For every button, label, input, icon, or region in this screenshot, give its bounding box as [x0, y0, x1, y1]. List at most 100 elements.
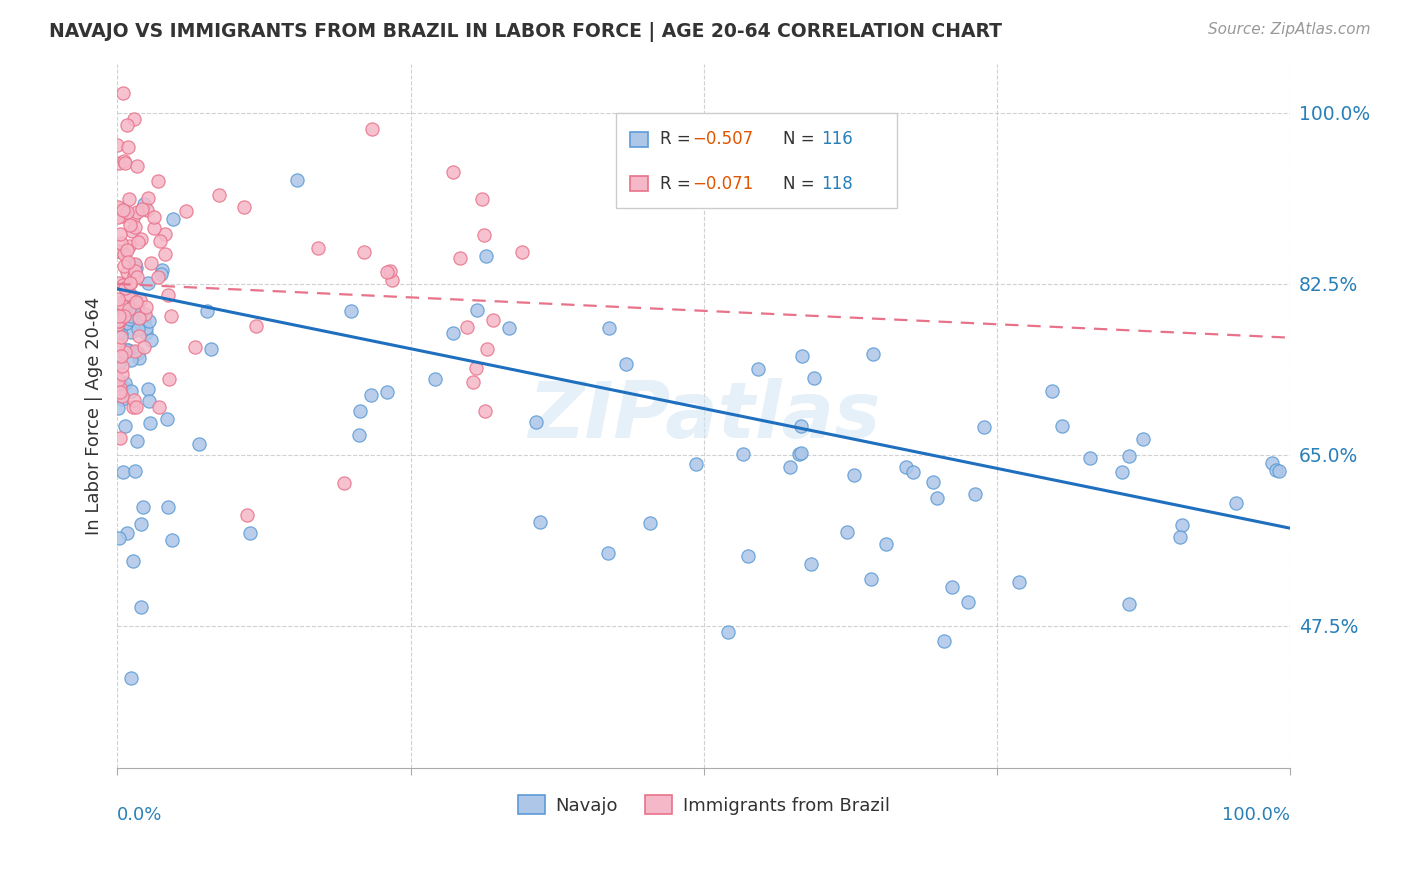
Point: [110, 299, 132, 313]
Point: [107, 337, 129, 351]
Point: [124, 291, 146, 305]
Point: [135, 300, 157, 314]
Text: −0.071: −0.071: [693, 175, 754, 193]
Point: [127, 205, 149, 219]
Point: [156, 500, 179, 515]
FancyBboxPatch shape: [630, 132, 648, 147]
Point: [118, 312, 141, 326]
Point: [120, 287, 142, 301]
Point: [353, 244, 375, 259]
Point: [803, 371, 825, 385]
Point: [1078, 450, 1101, 465]
Point: [142, 220, 165, 235]
Point: [139, 256, 162, 270]
Point: [112, 247, 135, 261]
Point: [108, 313, 131, 327]
Point: [120, 352, 142, 367]
Point: [124, 219, 146, 234]
Point: [188, 437, 211, 451]
Point: [160, 310, 183, 324]
Point: [1225, 496, 1247, 510]
Point: [108, 431, 131, 445]
Point: [837, 525, 859, 540]
Point: [1118, 449, 1140, 463]
Point: [117, 139, 139, 153]
Point: [115, 526, 138, 541]
Point: [107, 201, 129, 215]
Point: [449, 251, 471, 265]
Point: [1171, 517, 1194, 532]
Point: [737, 549, 759, 563]
Point: [461, 375, 484, 389]
Point: [156, 412, 179, 426]
Point: [925, 491, 948, 505]
Point: [122, 112, 145, 126]
Point: [114, 345, 136, 359]
Point: [107, 293, 129, 307]
Point: [132, 340, 155, 354]
Point: [465, 303, 488, 318]
Point: [115, 265, 138, 279]
Point: [121, 224, 143, 238]
Legend: Navajo, Immigrants from Brazil: Navajo, Immigrants from Brazil: [510, 789, 897, 822]
Point: [146, 269, 169, 284]
Point: [124, 264, 146, 278]
Point: [125, 260, 148, 275]
Point: [117, 343, 139, 358]
Point: [127, 302, 149, 317]
Point: [127, 270, 149, 285]
Point: [747, 362, 769, 376]
Point: [127, 322, 149, 336]
Point: [153, 227, 176, 241]
Point: [122, 393, 145, 408]
Point: [862, 346, 884, 360]
Point: [107, 373, 129, 387]
Point: [105, 244, 128, 259]
Point: [441, 165, 464, 179]
Point: [717, 624, 740, 639]
Point: [790, 418, 813, 433]
Text: ZIPatlas: ZIPatlas: [527, 378, 880, 454]
Text: 116: 116: [821, 130, 853, 148]
Point: [112, 259, 135, 273]
Point: [108, 276, 131, 290]
Point: [108, 384, 131, 399]
Point: [108, 155, 131, 169]
Point: [131, 516, 153, 531]
Point: [118, 239, 141, 253]
Point: [120, 671, 142, 685]
Point: [510, 245, 533, 260]
Point: [153, 247, 176, 261]
Point: [1132, 432, 1154, 446]
Point: [148, 174, 170, 188]
Point: [121, 400, 143, 414]
Point: [128, 351, 150, 366]
Point: [118, 301, 141, 316]
Point: [360, 388, 382, 402]
Point: [339, 303, 361, 318]
Point: [441, 326, 464, 340]
Point: [860, 572, 883, 586]
Point: [941, 580, 963, 594]
Point: [1261, 456, 1284, 470]
Point: [349, 404, 371, 418]
Point: [110, 326, 132, 341]
Point: [111, 368, 134, 382]
Point: [124, 268, 146, 283]
Point: [107, 310, 129, 325]
Point: [208, 188, 231, 202]
Point: [115, 316, 138, 330]
Point: [107, 211, 129, 225]
Point: [125, 434, 148, 449]
Point: [236, 508, 259, 522]
Point: [124, 464, 146, 478]
Point: [482, 313, 505, 327]
Point: [122, 297, 145, 311]
Point: [524, 415, 547, 429]
Point: [112, 309, 135, 323]
Text: R =: R =: [659, 175, 696, 193]
Point: [1264, 463, 1286, 477]
Point: [132, 197, 155, 211]
Text: N =: N =: [783, 130, 820, 148]
Point: [333, 475, 356, 490]
